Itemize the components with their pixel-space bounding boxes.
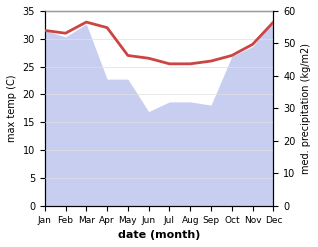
Y-axis label: med. precipitation (kg/m2): med. precipitation (kg/m2) — [301, 43, 311, 174]
Y-axis label: max temp (C): max temp (C) — [7, 75, 17, 142]
X-axis label: date (month): date (month) — [118, 230, 200, 240]
